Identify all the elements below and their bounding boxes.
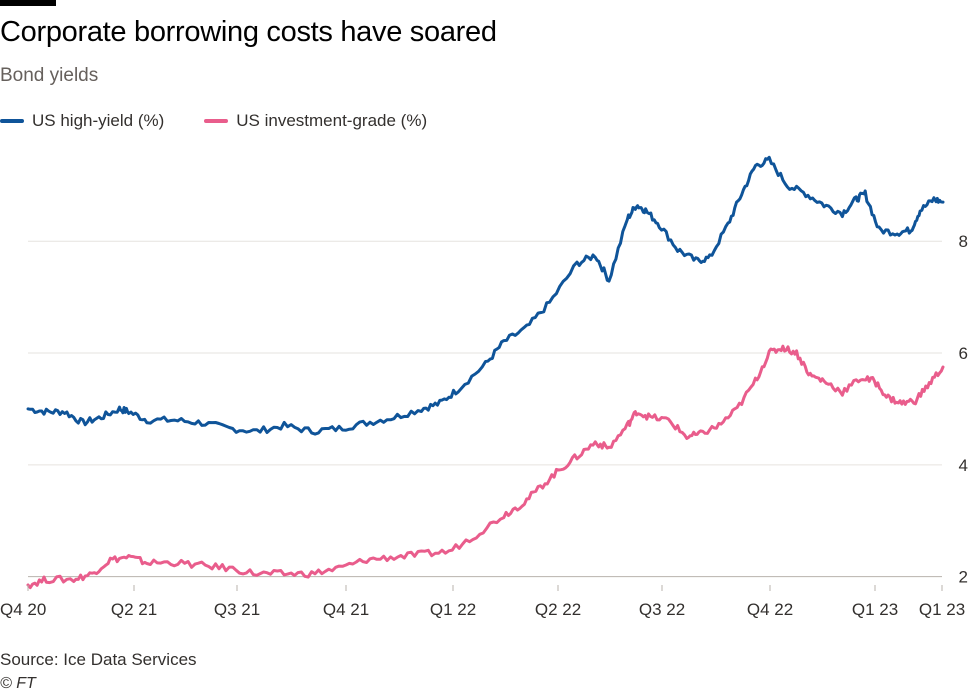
x-axis: Q4 20 Q2 21 Q3 21 Q4 21 Q1 22 Q2 22 Q3 22 Q4 22… xyxy=(0,585,965,619)
brand-bar xyxy=(0,0,56,6)
x-tick-label: Q1 23 xyxy=(852,600,898,619)
legend-label-high-yield: US high-yield (%) xyxy=(32,111,165,130)
legend-item-high-yield: US high-yield (%) xyxy=(0,111,164,131)
series-line-investment-grade xyxy=(26,344,945,590)
chart-subtitle: Bond yields xyxy=(0,65,99,86)
x-tick-label: Q2 21 xyxy=(111,600,157,619)
series-lines xyxy=(26,155,945,590)
source-note: Source: Ice Data Services xyxy=(0,650,197,669)
y-tick-label: 8 xyxy=(959,232,968,251)
chart-title: Corporate borrowing costs have soared xyxy=(0,16,497,48)
x-tick-label: Q4 22 xyxy=(747,600,793,619)
x-tick-label: Q2 22 xyxy=(535,600,581,619)
legend-label-investment-grade: US investment-grade (%) xyxy=(236,111,428,130)
y-axis: 2 4 6 8 xyxy=(959,232,968,586)
legend-swatch-high-yield xyxy=(0,119,24,123)
x-tick-label: Q4 21 xyxy=(323,600,369,619)
y-tick-label: 2 xyxy=(959,568,968,587)
gridlines xyxy=(28,240,942,578)
y-tick-label: 6 xyxy=(959,344,968,363)
legend-item-investment-grade: US investment-grade (%) xyxy=(204,111,427,131)
x-tick-label: Q4 20 xyxy=(0,600,46,619)
x-tick-label: Q3 22 xyxy=(639,600,685,619)
legend-swatch-investment-grade xyxy=(204,119,229,123)
series-line-high-yield xyxy=(26,155,945,436)
x-tick-label: Q1 23 xyxy=(919,600,965,619)
x-tick-label: Q1 22 xyxy=(430,600,476,619)
x-tick-label: Q3 21 xyxy=(214,600,260,619)
legend: US high-yield (%) US investment-grade (%… xyxy=(0,110,467,132)
line-chart: 2 4 6 8 Q4 20 Q2 21 Q3 21 Q4 21 Q1 22 Q2 22 Q3 22… xyxy=(0,155,968,619)
ft-credit: © FT xyxy=(0,675,36,692)
y-tick-label: 4 xyxy=(959,456,968,475)
